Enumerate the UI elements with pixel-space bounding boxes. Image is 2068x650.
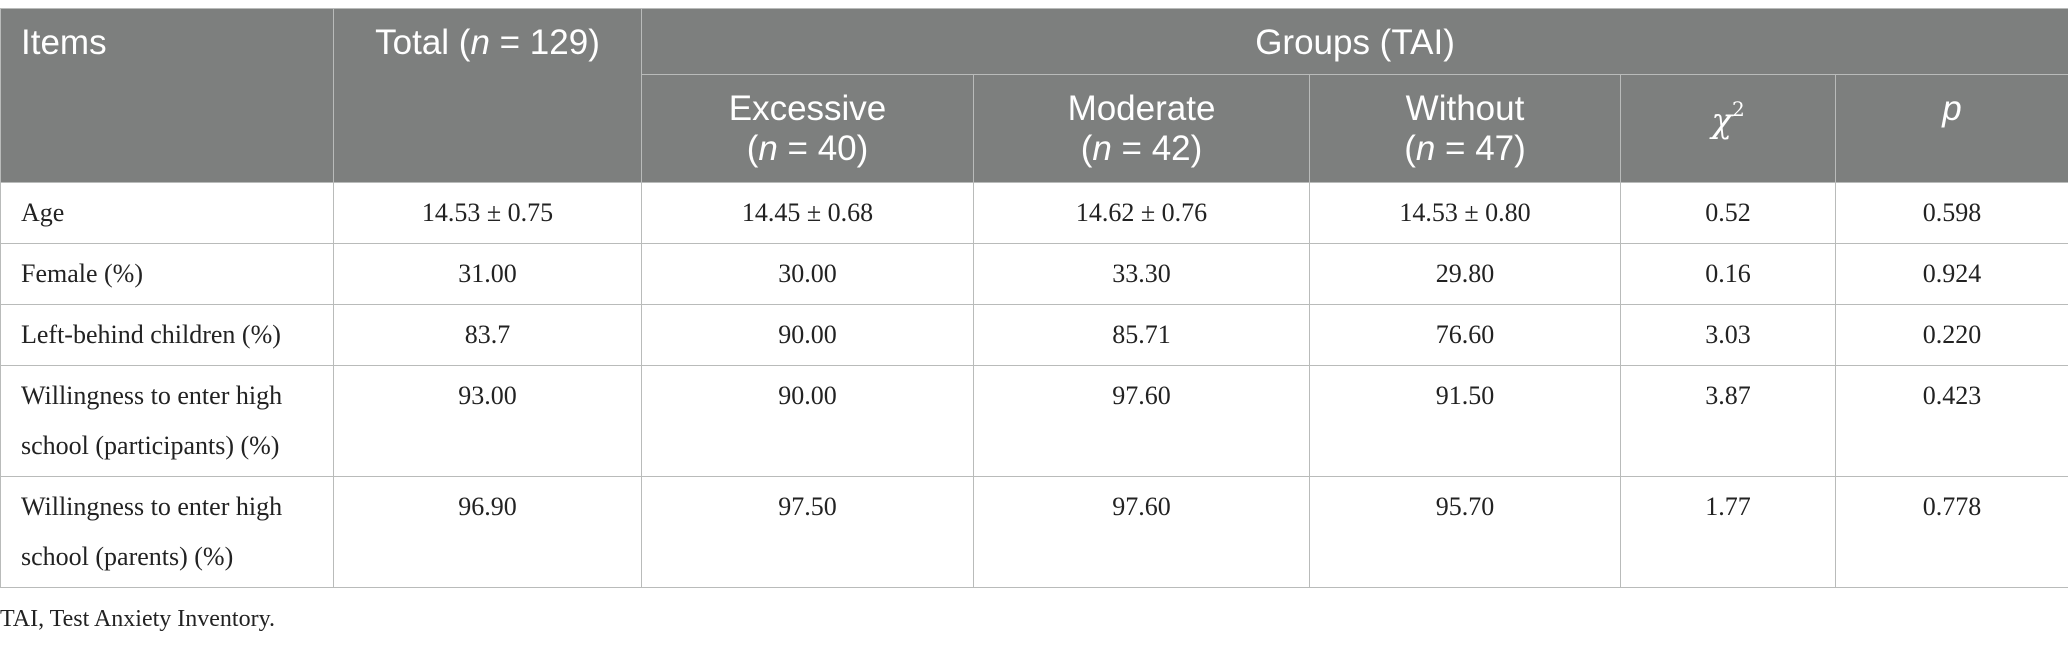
table-header: Items Total (n = 129) Groups (TAI) Exces… — [0, 8, 2068, 183]
header-items: Items — [0, 8, 334, 183]
cell-p: 0.924 — [1834, 243, 2068, 305]
cell-p: 0.778 — [1834, 476, 2068, 588]
header-moderate: Moderate (n = 42) — [973, 74, 1310, 183]
header-chi-sup: 2 — [1731, 97, 1745, 121]
header-moderate-label: Moderate — [1067, 89, 1216, 128]
table-row: Willingness to enter high school (partici… — [0, 365, 2068, 477]
header-items-label: Items — [21, 23, 107, 62]
row-label: Female (%) — [0, 243, 334, 305]
data-table: Items Total (n = 129) Groups (TAI) Exces… — [0, 8, 2068, 588]
cell-p: 0.220 — [1834, 304, 2068, 366]
row-label-line1: Willingness to enter high — [21, 492, 283, 521]
table-body: Age 14.53 ± 0.75 14.45 ± 0.68 14.62 ± 0.… — [0, 182, 2068, 588]
header-excessive-n-rest: = 40) — [777, 129, 869, 168]
cell-total: 31.00 — [333, 243, 642, 305]
header-p-label: p — [1942, 89, 1962, 128]
row-label: Willingness to enter high school (parents… — [0, 476, 334, 588]
cell-excessive: 30.00 — [641, 243, 974, 305]
header-chi-letter: χ — [1711, 101, 1732, 141]
cell-total: 96.90 — [333, 476, 642, 588]
cell-without: 91.50 — [1309, 365, 1621, 477]
cell-excessive: 14.45 ± 0.68 — [641, 182, 974, 244]
cell-total: 83.7 — [333, 304, 642, 366]
table-row: Left-behind children (%) 83.7 90.00 85.7… — [0, 304, 2068, 366]
cell-excessive: 90.00 — [641, 365, 974, 477]
header-excessive-label: Excessive — [728, 89, 887, 128]
header-total-prefix: Total ( — [375, 23, 471, 62]
header-total: Total (n = 129) — [333, 8, 642, 183]
row-label-line1: Willingness to enter high — [21, 381, 283, 410]
cell-without: 76.60 — [1309, 304, 1621, 366]
row-label: Willingness to enter high school (partici… — [0, 365, 334, 477]
table-footnote: TAI, Test Anxiety Inventory. — [0, 606, 276, 632]
header-excessive: Excessive (n = 40) — [641, 74, 974, 183]
row-label: Left-behind children (%) — [0, 304, 334, 366]
header-moderate-n-rest: = 42) — [1111, 129, 1203, 168]
cell-chi2: 0.52 — [1620, 182, 1836, 244]
header-excessive-n-open: ( — [746, 129, 759, 168]
cell-excessive: 90.00 — [641, 304, 974, 366]
cell-total: 93.00 — [333, 365, 642, 477]
cell-total: 14.53 ± 0.75 — [333, 182, 642, 244]
cell-p: 0.423 — [1834, 365, 2068, 477]
table-row: Willingness to enter high school (parents… — [0, 476, 2068, 588]
header-excessive-n-symbol: n — [758, 129, 778, 168]
header-p: p — [1834, 74, 2068, 183]
cell-without: 95.70 — [1309, 476, 1621, 588]
row-label-line2: school (participants) (%) — [21, 431, 280, 460]
header-excessive-n: (n = 40) — [642, 129, 973, 169]
header-moderate-n-symbol: n — [1092, 129, 1112, 168]
header-chi-square: χ2 — [1620, 74, 1836, 183]
header-without-n-symbol: n — [1415, 129, 1436, 168]
cell-chi2: 3.87 — [1620, 365, 1836, 477]
header-without-n-rest: = 47) — [1435, 129, 1526, 168]
header-groups-label: Groups (TAI) — [1255, 23, 1455, 62]
cell-moderate: 97.60 — [973, 476, 1310, 588]
header-without: Without (n = 47) — [1309, 74, 1621, 183]
cell-moderate: 85.71 — [973, 304, 1310, 366]
cell-without: 14.53 ± 0.80 — [1309, 182, 1621, 244]
header-groups: Groups (TAI) — [640, 8, 2068, 75]
header-moderate-n-open: ( — [1080, 129, 1093, 168]
header-without-n-open: ( — [1404, 129, 1416, 168]
cell-chi2: 0.16 — [1620, 243, 1836, 305]
header-without-label: Without — [1405, 89, 1525, 128]
header-moderate-n: (n = 42) — [974, 129, 1309, 169]
header-total-suffix: = 129) — [489, 23, 600, 62]
table-row: Female (%) 31.00 30.00 33.30 29.80 0.16 … — [0, 243, 2068, 305]
table-row: Age 14.53 ± 0.75 14.45 ± 0.68 14.62 ± 0.… — [0, 182, 2068, 244]
cell-moderate: 97.60 — [973, 365, 1310, 477]
cell-p: 0.598 — [1834, 182, 2068, 244]
cell-chi2: 1.77 — [1620, 476, 1836, 588]
header-without-n: (n = 47) — [1310, 129, 1620, 169]
row-label: Age — [0, 182, 334, 244]
cell-without: 29.80 — [1309, 243, 1621, 305]
cell-moderate: 33.30 — [973, 243, 1310, 305]
row-label-line2: school (parents) (%) — [21, 542, 234, 571]
cell-chi2: 3.03 — [1620, 304, 1836, 366]
cell-moderate: 14.62 ± 0.76 — [973, 182, 1310, 244]
cell-excessive: 97.50 — [641, 476, 974, 588]
header-total-n: n — [470, 23, 490, 62]
header-chi-symbol: χ2 — [1711, 97, 1744, 141]
